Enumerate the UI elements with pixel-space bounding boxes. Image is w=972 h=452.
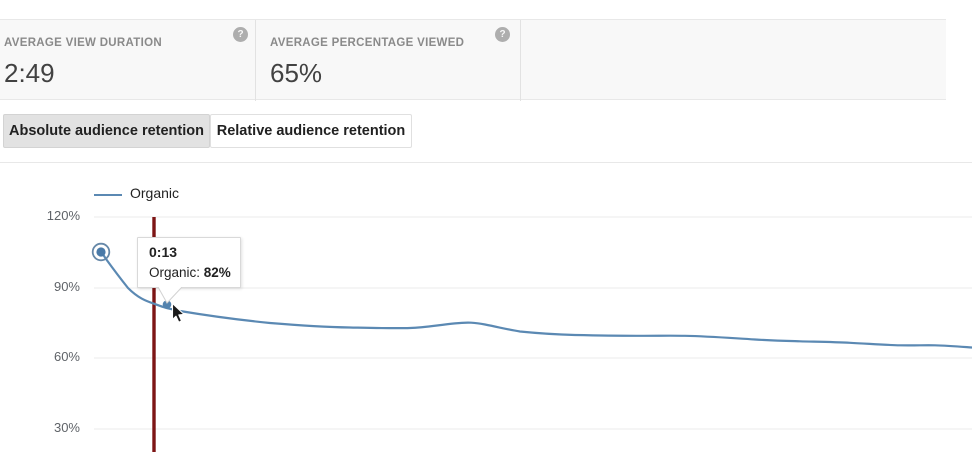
svg-text:90%: 90%	[54, 279, 80, 294]
svg-text:30%: 30%	[54, 420, 80, 435]
svg-text:120%: 120%	[47, 208, 81, 223]
svg-text:60%: 60%	[54, 349, 80, 364]
